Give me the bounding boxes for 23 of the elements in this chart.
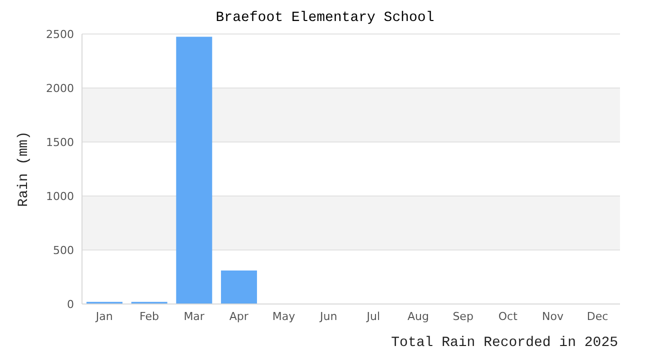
y-tick-label: 2000 xyxy=(46,82,74,95)
y-tick-label: 1000 xyxy=(46,190,74,203)
chart-title: Braefoot Elementary School xyxy=(214,9,436,28)
x-axis-title: Total Rain Recorded in 2025 xyxy=(391,335,618,351)
bar xyxy=(220,270,257,304)
x-tick-label: Mar xyxy=(184,310,205,323)
y-tick-label: 0 xyxy=(67,298,74,311)
y-axis-title: Rain (mm) xyxy=(16,131,32,207)
x-tick-label: Nov xyxy=(542,310,564,323)
x-tick-label: Jun xyxy=(318,310,338,323)
y-tick-label: 1500 xyxy=(46,136,74,149)
y-tick-label: 500 xyxy=(53,244,74,257)
bar xyxy=(176,36,212,304)
x-tick-label: May xyxy=(272,310,296,323)
x-tick-label: Aug xyxy=(408,310,429,323)
x-tick-label: Feb xyxy=(140,310,159,323)
x-tick-label: Jan xyxy=(94,310,113,323)
x-tick-label: Apr xyxy=(229,310,249,323)
x-tick-label: Jul xyxy=(366,310,380,323)
y-tick-label: 2500 xyxy=(46,28,74,41)
x-tick-label: Dec xyxy=(586,310,608,323)
x-tick-label: Sep xyxy=(452,310,474,323)
x-tick-label: Oct xyxy=(498,310,518,323)
